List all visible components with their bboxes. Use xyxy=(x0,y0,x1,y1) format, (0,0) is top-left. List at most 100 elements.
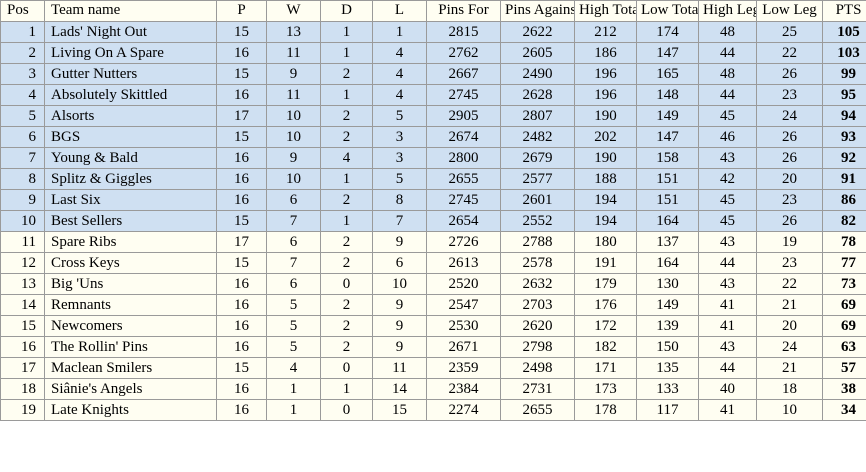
cell-high-leg: 43 xyxy=(698,273,757,295)
cell-pos: 6 xyxy=(0,126,45,148)
cell-pins-for: 2815 xyxy=(426,21,501,43)
cell-pins-for: 2359 xyxy=(426,357,501,379)
column-header-pins-for: Pins For xyxy=(426,0,501,22)
cell-low-total: 164 xyxy=(636,210,699,232)
cell-low-total: 164 xyxy=(636,252,699,274)
cell-won: 10 xyxy=(266,168,321,190)
cell-drawn: 1 xyxy=(320,378,373,400)
cell-drawn: 2 xyxy=(320,336,373,358)
cell-played: 16 xyxy=(216,84,267,106)
cell-team-name: Late Knights xyxy=(44,399,217,421)
column-header-lost: L xyxy=(372,0,427,22)
cell-low-total: 165 xyxy=(636,63,699,85)
cell-pins-against: 2498 xyxy=(500,357,575,379)
cell-low-total: 147 xyxy=(636,42,699,64)
cell-drawn: 0 xyxy=(320,357,373,379)
cell-played: 15 xyxy=(216,252,267,274)
cell-low-leg: 23 xyxy=(756,84,823,106)
cell-high-total: 176 xyxy=(574,294,637,316)
cell-pins-for: 2384 xyxy=(426,378,501,400)
cell-low-leg: 21 xyxy=(756,357,823,379)
cell-lost: 3 xyxy=(372,147,427,169)
table-row: 6BGS15102326742482202147462693178.3 xyxy=(0,126,866,148)
table-row: 2 Living On A Spare 16 11 1 4 2762 2605 186 147 44… xyxy=(0,42,866,64)
column-header-high-leg: High Leg xyxy=(698,0,757,22)
cell-drawn: 2 xyxy=(320,315,373,337)
cell-pins-for: 2547 xyxy=(426,294,501,316)
cell-pins-against: 2578 xyxy=(500,252,575,274)
column-header-high-total: High Total xyxy=(574,0,637,22)
cell-low-leg: 20 xyxy=(756,315,823,337)
cell-points: 38 xyxy=(822,378,866,400)
cell-pins-for: 2613 xyxy=(426,252,501,274)
cell-pins-for: 2274 xyxy=(426,399,501,421)
cell-pins-for: 2674 xyxy=(426,126,501,148)
cell-pos: 11 xyxy=(0,231,45,253)
column-header-pos: Pos xyxy=(0,0,45,22)
cell-won: 10 xyxy=(266,126,321,148)
cell-pos: 19 xyxy=(0,399,45,421)
cell-high-leg: 43 xyxy=(698,147,757,169)
column-header-pins-against: Pins Against xyxy=(500,0,575,22)
cell-high-total: 188 xyxy=(574,168,637,190)
cell-played: 16 xyxy=(216,336,267,358)
cell-lost: 10 xyxy=(372,273,427,295)
table-row: 3 Gutter Nutters 15 9 2 4 2667 2490 196 165 48 26 99… xyxy=(0,63,866,85)
cell-pins-against: 2490 xyxy=(500,63,575,85)
table-row: 4 Absolutely Skittled 16 11 1 4 2745 2628 196 148… xyxy=(0,84,866,106)
cell-low-leg: 23 xyxy=(756,252,823,274)
cell-points: 63 xyxy=(822,336,866,358)
cell-pins-against: 2482 xyxy=(500,126,575,148)
cell-low-leg: 18 xyxy=(756,378,823,400)
cell-low-total: 139 xyxy=(636,315,699,337)
cell-team-name: Young & Bald xyxy=(44,147,217,169)
cell-team-name: Big 'Uns xyxy=(44,273,217,295)
cell-high-total: 178 xyxy=(574,399,637,421)
cell-pos: 7 xyxy=(0,147,45,169)
cell-high-total: 173 xyxy=(574,378,637,400)
cell-high-total: 190 xyxy=(574,105,637,127)
cell-low-total: 117 xyxy=(636,399,699,421)
cell-played: 16 xyxy=(216,294,267,316)
table-row: 14Remnants1652925472703176149412169159.2 xyxy=(0,294,866,316)
cell-pins-against: 2620 xyxy=(500,315,575,337)
cell-low-leg: 25 xyxy=(756,21,823,43)
cell-pins-against: 2731 xyxy=(500,378,575,400)
cell-low-total: 149 xyxy=(636,105,699,127)
cell-points: 69 xyxy=(822,294,866,316)
cell-lost: 1 xyxy=(372,21,427,43)
cell-won: 9 xyxy=(266,147,321,169)
cell-lost: 9 xyxy=(372,231,427,253)
cell-won: 6 xyxy=(266,231,321,253)
cell-pins-against: 2601 xyxy=(500,189,575,211)
cell-high-leg: 41 xyxy=(698,399,757,421)
cell-low-total: 158 xyxy=(636,147,699,169)
cell-team-name: Remnants xyxy=(44,294,217,316)
cell-lost: 3 xyxy=(372,126,427,148)
cell-team-name: Lads' Night Out xyxy=(44,21,217,43)
cell-points: 82 xyxy=(822,210,866,232)
cell-lost: 5 xyxy=(372,168,427,190)
cell-won: 9 xyxy=(266,63,321,85)
cell-high-total: 186 xyxy=(574,42,637,64)
cell-high-leg: 45 xyxy=(698,210,757,232)
cell-pins-against: 2703 xyxy=(500,294,575,316)
column-header-low-leg: Low Leg xyxy=(756,0,823,22)
cell-drawn: 0 xyxy=(320,273,373,295)
cell-drawn: 2 xyxy=(320,63,373,85)
cell-team-name: BGS xyxy=(44,126,217,148)
cell-points: 86 xyxy=(822,189,866,211)
cell-low-leg: 19 xyxy=(756,231,823,253)
cell-high-leg: 41 xyxy=(698,294,757,316)
cell-pins-for: 2655 xyxy=(426,168,501,190)
cell-pos: 16 xyxy=(0,336,45,358)
cell-points: 103 xyxy=(822,42,866,64)
cell-pins-against: 2577 xyxy=(500,168,575,190)
cell-pins-against: 2605 xyxy=(500,42,575,64)
cell-team-name: Alsorts xyxy=(44,105,217,127)
cell-high-total: 194 xyxy=(574,210,637,232)
cell-drawn: 2 xyxy=(320,126,373,148)
